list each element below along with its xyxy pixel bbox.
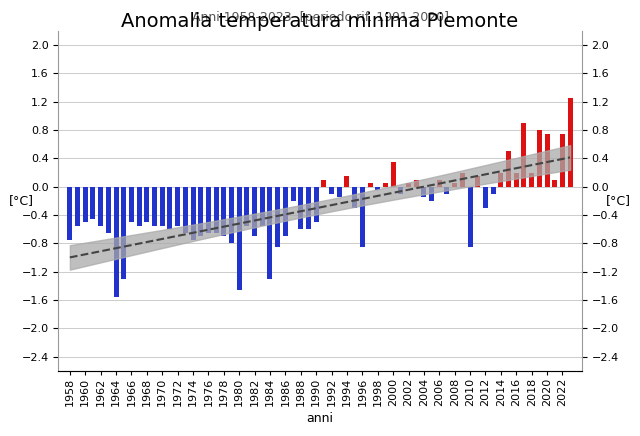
Bar (413, 180, 419, 187)
Bar (522, 123, 527, 187)
Bar (260, 187, 265, 226)
Bar (360, 187, 365, 247)
Bar (75, 187, 80, 226)
Bar (452, 183, 457, 187)
Bar (321, 180, 326, 187)
Bar (506, 151, 511, 187)
Bar (406, 183, 411, 187)
Bar (237, 187, 242, 290)
Bar (306, 187, 311, 229)
Text: Anni 1958-2023  [periodo rif. 1991-2020]: Anni 1958-2023 [periodo rif. 1991-2020] (191, 11, 449, 24)
Bar (476, 176, 480, 187)
Bar (436, 180, 442, 187)
Bar (229, 187, 234, 243)
Bar (560, 133, 565, 187)
Bar (90, 187, 95, 218)
Bar (298, 187, 303, 229)
Bar (314, 187, 319, 222)
Bar (198, 187, 204, 236)
Bar (445, 187, 449, 194)
Bar (175, 187, 180, 226)
Bar (160, 187, 164, 226)
Bar (468, 187, 472, 247)
Bar (83, 187, 88, 222)
Bar (421, 187, 426, 198)
Bar (390, 162, 396, 187)
Bar (291, 187, 296, 201)
Bar (460, 173, 465, 187)
Bar (491, 187, 495, 194)
Bar (152, 187, 157, 226)
Bar (113, 187, 118, 296)
Y-axis label: [°C]: [°C] (606, 194, 631, 208)
Title: Anomalia temperatura minima Piemonte: Anomalia temperatura minima Piemonte (122, 12, 518, 31)
Bar (352, 187, 357, 208)
Bar (483, 187, 488, 208)
X-axis label: anni: anni (307, 412, 333, 425)
Bar (568, 98, 573, 187)
Bar (121, 187, 126, 279)
Bar (514, 173, 519, 187)
Bar (545, 133, 550, 187)
Bar (283, 187, 288, 236)
Bar (168, 187, 172, 229)
Bar (375, 187, 380, 190)
Bar (206, 187, 211, 233)
Bar (252, 187, 257, 236)
Bar (499, 173, 504, 187)
Bar (268, 187, 273, 279)
Bar (429, 187, 434, 201)
Bar (221, 187, 227, 236)
Bar (529, 173, 534, 187)
Bar (329, 187, 334, 194)
Bar (367, 183, 372, 187)
Bar (398, 187, 403, 194)
Bar (383, 183, 388, 187)
Bar (344, 176, 349, 187)
Bar (136, 187, 141, 226)
Bar (537, 130, 542, 187)
Bar (183, 187, 188, 233)
Bar (106, 187, 111, 233)
Bar (214, 187, 219, 233)
Bar (67, 187, 72, 240)
Bar (191, 187, 195, 240)
Bar (337, 187, 342, 198)
Bar (275, 187, 280, 247)
Bar (98, 187, 103, 226)
Bar (552, 180, 557, 187)
Bar (244, 187, 250, 226)
Bar (129, 187, 134, 222)
Y-axis label: [°C]: [°C] (9, 194, 34, 208)
Bar (145, 187, 149, 222)
